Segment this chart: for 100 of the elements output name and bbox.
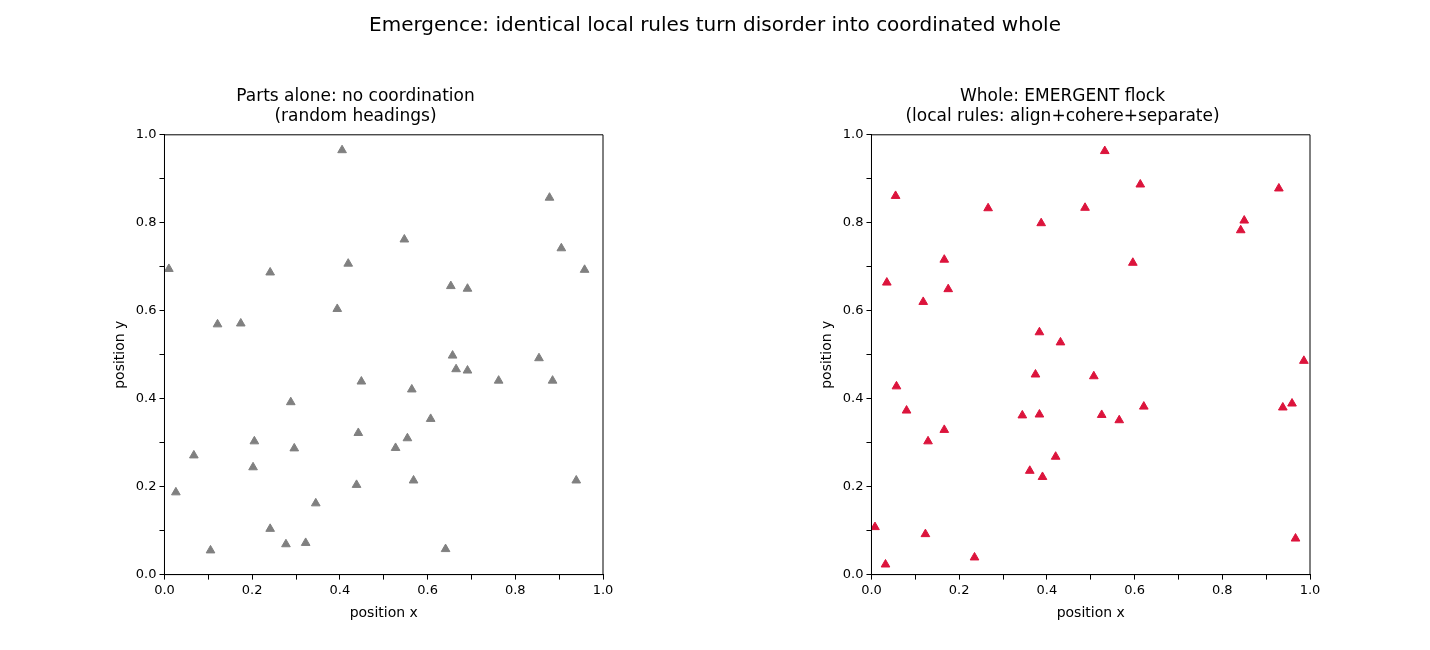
point	[1299, 355, 1309, 364]
point	[1290, 533, 1301, 542]
x-axis-title: position x	[349, 604, 418, 621]
point	[1055, 336, 1066, 346]
point	[969, 551, 980, 561]
point	[1030, 368, 1041, 378]
point	[1099, 145, 1110, 155]
point	[249, 435, 260, 445]
point	[343, 258, 354, 267]
point	[1088, 370, 1099, 380]
point	[891, 380, 902, 390]
point	[1239, 215, 1250, 224]
point	[939, 424, 950, 433]
x-tick-label: 0.8	[504, 581, 526, 597]
y-tick-label: 0.8	[135, 214, 157, 230]
point	[1037, 471, 1048, 480]
point	[983, 202, 993, 212]
x-axis-title: position x	[1056, 604, 1125, 621]
x-tick-label: 0.6	[417, 581, 438, 597]
point	[265, 523, 275, 532]
point	[337, 144, 347, 154]
point	[571, 474, 582, 484]
point	[939, 254, 950, 263]
point	[462, 365, 473, 374]
point	[1024, 465, 1035, 474]
y-tick-label: 0.8	[842, 214, 864, 230]
point	[943, 283, 954, 293]
point	[462, 283, 473, 292]
point	[544, 192, 555, 201]
point	[446, 280, 456, 290]
y-tick-label: 0.0	[135, 565, 157, 581]
y-tick-label: 0.6	[135, 302, 157, 318]
point	[881, 277, 892, 286]
point	[1135, 179, 1146, 188]
point	[289, 442, 300, 452]
x-tick-label: 0.0	[861, 581, 882, 597]
point	[1274, 182, 1284, 192]
x-tick-label: 1.0	[592, 581, 614, 597]
point	[493, 375, 504, 384]
x-tick-label: 0.0	[154, 581, 175, 597]
point	[351, 479, 362, 488]
point	[285, 396, 296, 406]
text: Emergence: identical local rules turn disorder into coordinated whole	[369, 12, 1061, 36]
y-tick-label: 0.2	[842, 478, 864, 494]
y-axis-title: position y	[818, 320, 835, 389]
point	[390, 442, 401, 451]
x-tick-label: 1.0	[1299, 581, 1321, 597]
point	[890, 190, 901, 199]
point	[920, 528, 931, 538]
point	[871, 521, 880, 531]
y-tick-label: 1.0	[842, 126, 864, 142]
point	[1128, 257, 1138, 266]
point	[171, 486, 181, 496]
x-tick-label: 0.2	[241, 581, 263, 597]
point	[451, 363, 461, 373]
point	[425, 413, 436, 422]
point	[440, 543, 451, 553]
point	[248, 461, 258, 471]
point	[1034, 326, 1045, 336]
point	[1050, 451, 1061, 460]
point	[164, 263, 174, 272]
point	[880, 558, 891, 568]
point	[332, 303, 343, 312]
point	[235, 317, 246, 327]
point	[353, 427, 364, 436]
point	[1114, 414, 1125, 424]
y-tick-label: 0.6	[842, 302, 864, 318]
y-tick-label: 1.0	[135, 126, 157, 142]
point	[1277, 401, 1288, 411]
point	[402, 432, 413, 442]
point	[1138, 401, 1149, 410]
point	[406, 383, 417, 393]
chart-title: Parts alone: no coordination (random headings)	[236, 84, 475, 126]
x-tick-label: 0.6	[1124, 581, 1145, 597]
point	[1080, 202, 1090, 211]
point	[556, 242, 567, 252]
point	[189, 449, 199, 459]
point	[918, 296, 929, 305]
point	[1036, 217, 1047, 227]
point	[1235, 224, 1246, 234]
point	[923, 435, 933, 445]
point	[212, 318, 223, 328]
point	[399, 233, 410, 243]
point	[447, 350, 458, 359]
x-tick-label: 0.8	[1211, 581, 1233, 597]
y-tick-label: 0.0	[842, 565, 864, 581]
point	[1287, 398, 1297, 407]
point	[310, 497, 321, 507]
point	[534, 352, 544, 362]
point	[547, 375, 558, 384]
point	[408, 474, 419, 484]
y-tick-label: 0.4	[842, 390, 864, 406]
point	[1096, 409, 1107, 418]
point	[205, 544, 216, 554]
point	[265, 266, 275, 276]
x-tick-label: 0.4	[329, 581, 351, 597]
y-tick-label: 0.2	[135, 478, 157, 494]
point	[1034, 409, 1045, 418]
point	[300, 537, 311, 546]
point	[356, 376, 367, 385]
